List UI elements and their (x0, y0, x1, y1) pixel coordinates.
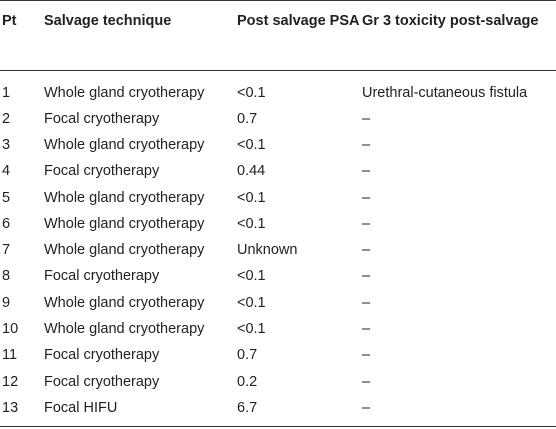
cell-psa: <0.1 (237, 268, 266, 285)
cell-pt: 5 (2, 189, 11, 206)
table-row: 13 Focal HIFU 6.7 – (0, 394, 556, 428)
cell-psa: <0.1 (237, 84, 266, 101)
cell-pt: 3 (2, 136, 11, 153)
cell-psa: <0.1 (237, 321, 266, 338)
table-body: 1 Whole gland cryotherapy <0.1 Urethral-… (0, 71, 556, 428)
cell-psa: <0.1 (237, 294, 266, 311)
cell-psa: 0.7 (237, 110, 258, 127)
cell-toxicity: – (362, 394, 556, 428)
cell-technique: Focal cryotherapy (44, 110, 160, 127)
cell-toxicity: – (362, 373, 371, 390)
table-row: 7 Whole gland cryotherapy Unknown – (0, 237, 556, 263)
cell-toxicity: – (362, 347, 371, 364)
table-row: 9 Whole gland cryotherapy <0.1 – (0, 290, 556, 316)
cell-psa: 0.44 (237, 163, 266, 180)
cell-pt: 4 (2, 163, 11, 180)
cell-psa: Unknown (237, 242, 298, 259)
cell-psa: <0.1 (237, 189, 266, 206)
cell-technique: Whole gland cryotherapy (44, 84, 205, 101)
cell-pt: 8 (2, 268, 11, 285)
cell-technique: Whole gland cryotherapy (44, 215, 205, 232)
cell-pt: 1 (2, 84, 11, 101)
table-row: 3 Whole gland cryotherapy <0.1 – (0, 132, 556, 158)
cell-psa: <0.1 (237, 136, 266, 153)
cell-toxicity: – (362, 189, 371, 206)
table-row: 2 Focal cryotherapy 0.7 – (0, 106, 556, 132)
table-row: 11 Focal cryotherapy 0.7 – (0, 342, 556, 368)
cell-psa: 6.7 (237, 394, 362, 428)
cell-pt: 9 (2, 294, 11, 311)
cell-technique: Focal cryotherapy (44, 163, 160, 180)
cell-pt: 6 (2, 215, 11, 232)
table-row: 4 Focal cryotherapy 0.44 – (0, 158, 556, 184)
header-post-salvage-psa: Post salvage PSA (237, 0, 362, 71)
table-row: 10 Whole gland cryotherapy <0.1 – (0, 316, 556, 342)
header-row: Pt Salvage technique Post salvage PSA Gr… (0, 0, 556, 71)
cell-technique: Whole gland cryotherapy (44, 136, 205, 153)
header-gr3-toxicity: Gr 3 toxicity post-salvage (362, 0, 556, 71)
cell-pt: 12 (2, 373, 19, 390)
header-pt: Pt (0, 0, 44, 71)
cell-pt: 7 (2, 242, 11, 259)
cell-technique: Focal HIFU (44, 394, 237, 428)
table-row: 6 Whole gland cryotherapy <0.1 – (0, 211, 556, 237)
header-salvage-technique: Salvage technique (44, 0, 237, 71)
cell-technique: Whole gland cryotherapy (44, 294, 205, 311)
cell-technique: Whole gland cryotherapy (44, 242, 205, 259)
cell-toxicity: – (362, 242, 371, 259)
cell-toxicity: – (362, 215, 371, 232)
table-row: 8 Focal cryotherapy <0.1 – (0, 263, 556, 289)
cell-technique: Focal cryotherapy (44, 347, 160, 364)
cell-technique: Whole gland cryotherapy (44, 189, 205, 206)
cell-pt: 10 (2, 321, 19, 338)
cell-pt: 13 (0, 394, 44, 428)
cell-pt: 2 (2, 110, 11, 127)
cell-toxicity: Urethral-cutaneous fistula (362, 84, 528, 101)
cell-technique: Focal cryotherapy (44, 268, 160, 285)
cell-psa: <0.1 (237, 215, 266, 232)
cell-technique: Whole gland cryotherapy (44, 321, 205, 338)
table-row: 1 Whole gland cryotherapy <0.1 Urethral-… (0, 71, 556, 106)
cell-psa: 0.2 (237, 373, 258, 390)
cell-pt: 11 (2, 347, 18, 364)
cell-toxicity: – (362, 110, 371, 127)
table-row: 5 Whole gland cryotherapy <0.1 – (0, 184, 556, 210)
cell-toxicity: – (362, 268, 371, 285)
cell-technique: Focal cryotherapy (44, 373, 160, 390)
cell-toxicity: – (362, 321, 371, 338)
table-header: Pt Salvage technique Post salvage PSA Gr… (0, 0, 556, 71)
cell-psa: 0.7 (237, 347, 258, 364)
cell-toxicity: – (362, 163, 371, 180)
cell-toxicity: – (362, 136, 371, 153)
table-row: 12 Focal cryotherapy 0.2 – (0, 368, 556, 394)
cell-toxicity: – (362, 294, 371, 311)
